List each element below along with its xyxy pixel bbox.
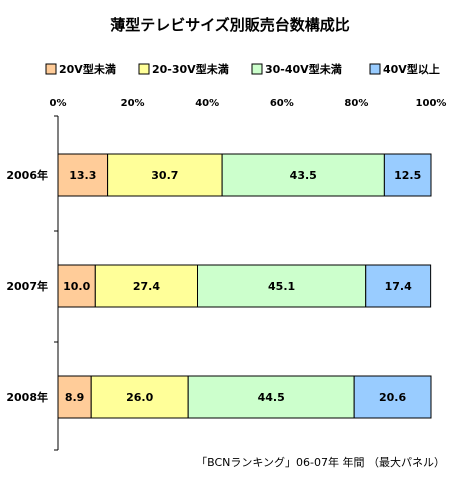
plot-area: 13.3 30.7 43.5 12.5 10.0 27.4 45.1 17.4 8.9 26.0 4… (54, 115, 432, 451)
x-axis-ticks: 0% 20% 40% 60% 80% 100% (50, 98, 447, 109)
legend-swatch (138, 63, 150, 75)
data-label: 20.6 (379, 391, 406, 404)
data-label: 8.9 (65, 391, 85, 404)
legend-swatch (251, 63, 263, 75)
x-tick-label: 20% (121, 98, 145, 109)
bar-segment (353, 375, 432, 419)
bar-segment (57, 264, 96, 308)
legend-label: 30-40V型未満 (265, 62, 342, 76)
chart-title: 薄型テレビサイズ別販売台数構成比 (110, 16, 350, 34)
data-label: 30.7 (151, 169, 178, 182)
legend-label: 20-30V型未満 (152, 62, 229, 76)
category-label: 2008年 (6, 390, 48, 404)
data-label: 26.0 (126, 391, 153, 404)
data-label: 43.5 (290, 169, 317, 182)
y-axis-labels: 2006年 2007年 2008年 (6, 168, 48, 404)
x-tick-label: 100% (416, 98, 447, 109)
x-tick-label: 40% (195, 98, 219, 109)
category-label: 2007年 (6, 279, 48, 293)
data-label: 17.4 (385, 280, 412, 293)
data-label: 12.5 (394, 169, 421, 182)
data-label: 13.3 (69, 169, 96, 182)
bar-segment (187, 375, 355, 419)
bar-segment (107, 153, 223, 197)
legend-swatch (369, 63, 381, 75)
x-tick-label: 0% (50, 98, 67, 109)
x-tick-label: 60% (270, 98, 294, 109)
bar-segment (57, 153, 109, 197)
x-tick-label: 80% (344, 98, 368, 109)
legend-swatch (45, 63, 57, 75)
bar-segment (197, 264, 367, 308)
bar-segment (221, 153, 385, 197)
data-label: 44.5 (258, 391, 285, 404)
source-note: 「BCNランキング」06-07年 年間 （最大パネル） (196, 455, 445, 469)
data-label: 45.1 (268, 280, 295, 293)
legend-label: 20V型未満 (59, 62, 116, 76)
category-label: 2006年 (6, 168, 48, 182)
data-label: 27.4 (133, 280, 160, 293)
bar-segment (365, 264, 432, 308)
legend: 20V型未満 20-30V型未満 30-40V型未満 40V型以上 (45, 62, 440, 76)
legend-label: 40V型以上 (383, 62, 440, 76)
bar-segment (57, 375, 92, 419)
bar-segment (383, 153, 432, 197)
bar-segment (94, 264, 199, 308)
data-label: 10.0 (63, 280, 90, 293)
